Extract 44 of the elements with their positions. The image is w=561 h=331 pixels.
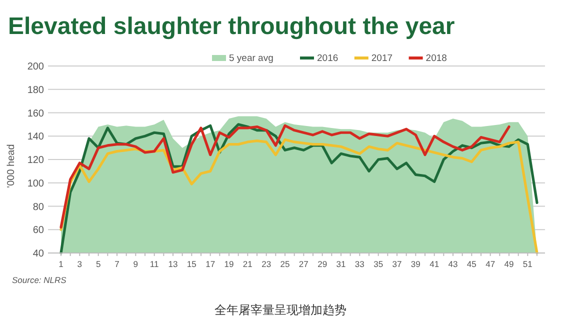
y-tick-label: 180	[27, 84, 44, 96]
source-note: Source: NLRS	[12, 275, 67, 285]
x-tick-label: 45	[466, 259, 477, 269]
x-tick-label: 3	[77, 259, 82, 269]
x-tick-label: 33	[354, 259, 365, 269]
x-tick-label: 11	[150, 259, 160, 269]
line-series	[60, 124, 510, 229]
legend-label: 5 year avg	[229, 53, 274, 64]
y-tick-label: 160	[27, 108, 44, 120]
x-tick-label: 27	[298, 259, 309, 269]
legend-label: 2017	[371, 53, 393, 64]
x-tick-label: 9	[133, 259, 138, 269]
x-tick-label: 49	[504, 259, 514, 269]
x-tick-label: 39	[410, 259, 421, 269]
x-tick-label: 19	[224, 259, 234, 269]
x-tick-label: 29	[318, 259, 328, 269]
x-tick-label: 21	[242, 259, 253, 269]
chart-title: Elevated slaughter throughout the year	[8, 13, 455, 40]
y-tick-label: 80	[32, 202, 44, 213]
x-tick-label: 43	[448, 259, 458, 269]
y-tick-label: 140	[27, 132, 44, 143]
y-tick-label: 100	[27, 178, 44, 190]
y-axis-title: '000 head	[6, 144, 17, 188]
x-tick-label: 1	[58, 259, 64, 269]
x-tick-label: 17	[206, 259, 216, 269]
y-tick-label: 200	[27, 62, 44, 72]
x-tick-label: 51	[522, 259, 533, 269]
x-tick-label: 23	[262, 259, 272, 269]
x-tick-label: 25	[280, 259, 290, 269]
x-tick-label: 41	[430, 259, 440, 269]
y-tick-label: 60	[32, 225, 44, 236]
x-tick-label: 37	[392, 259, 402, 269]
legend-label: 2018	[426, 53, 447, 64]
x-tick-label: 15	[186, 259, 197, 269]
text: 全年屠宰量呈现增加趋势	[214, 303, 346, 317]
y-tick-label: 120	[27, 155, 44, 166]
x-tick-label: 31	[336, 259, 346, 269]
x-tick-label: 47	[486, 259, 496, 269]
x-tick-label: 13	[168, 259, 178, 269]
x-tick-label: 5	[96, 259, 101, 269]
x-tick-label: 35	[374, 259, 384, 269]
y-tick-label: 40	[32, 248, 44, 260]
legend-label: 2016	[317, 53, 338, 64]
x-tick-label: 7	[114, 259, 120, 269]
